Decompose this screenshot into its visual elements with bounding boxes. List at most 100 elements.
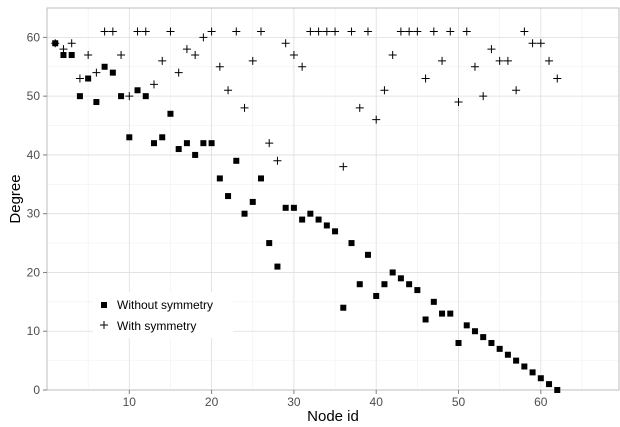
data-point-with-symmetry xyxy=(495,56,504,65)
data-point-without-symmetry xyxy=(249,198,256,205)
data-point-without-symmetry xyxy=(504,351,511,358)
y-tick-label: 30 xyxy=(27,207,41,221)
y-tick-label: 0 xyxy=(33,383,40,397)
y-tick-label: 40 xyxy=(27,148,41,162)
data-point-without-symmetry xyxy=(422,316,429,323)
x-tick-label: 50 xyxy=(452,395,466,409)
data-point-with-symmetry xyxy=(191,51,200,60)
data-point-with-symmetry xyxy=(232,27,241,36)
data-point-without-symmetry xyxy=(397,275,404,282)
data-point-without-symmetry xyxy=(430,298,437,305)
data-point-without-symmetry xyxy=(307,210,314,217)
data-point-without-symmetry xyxy=(290,204,297,211)
data-point-with-symmetry xyxy=(182,45,191,54)
data-point-without-symmetry xyxy=(225,193,232,200)
data-point-with-symmetry xyxy=(84,51,93,60)
data-point-with-symmetry xyxy=(339,162,348,171)
data-point-with-symmetry xyxy=(158,56,167,65)
data-point-without-symmetry xyxy=(455,339,462,346)
data-point-with-symmetry xyxy=(240,103,249,112)
data-point-with-symmetry xyxy=(454,98,463,107)
data-point-without-symmetry xyxy=(216,175,223,182)
data-point-without-symmetry xyxy=(414,287,421,294)
data-point-without-symmetry xyxy=(315,216,322,223)
data-point-with-symmetry xyxy=(166,27,175,36)
data-point-without-symmetry xyxy=(134,87,141,94)
data-point-with-symmetry xyxy=(281,39,290,48)
data-point-without-symmetry xyxy=(340,304,347,311)
data-point-with-symmetry xyxy=(545,56,554,65)
data-point-with-symmetry xyxy=(199,33,208,42)
data-point-with-symmetry xyxy=(553,74,562,83)
data-point-with-symmetry xyxy=(487,45,496,54)
data-point-with-symmetry xyxy=(355,103,364,112)
data-point-without-symmetry xyxy=(175,146,182,153)
data-point-without-symmetry xyxy=(471,328,478,335)
data-point-without-symmetry xyxy=(488,339,495,346)
data-point-with-symmetry xyxy=(536,39,545,48)
data-point-with-symmetry xyxy=(224,86,233,95)
legend-label-without-symmetry: Without symmetry xyxy=(117,298,213,312)
data-point-without-symmetry xyxy=(159,134,166,141)
data-point-with-symmetry xyxy=(470,62,479,71)
legend-box xyxy=(93,292,233,338)
data-point-without-symmetry xyxy=(208,140,215,147)
data-point-without-symmetry xyxy=(150,140,157,147)
data-point-without-symmetry xyxy=(356,281,363,288)
data-point-with-symmetry xyxy=(520,27,529,36)
x-tick-label: 40 xyxy=(370,395,384,409)
data-point-with-symmetry xyxy=(405,27,414,36)
data-point-without-symmetry xyxy=(85,75,92,82)
data-point-without-symmetry xyxy=(126,134,133,141)
y-tick-label: 50 xyxy=(27,89,41,103)
data-point-without-symmetry xyxy=(447,310,454,317)
data-point-with-symmetry xyxy=(372,115,381,124)
data-point-with-symmetry xyxy=(141,27,150,36)
data-point-with-symmetry xyxy=(438,56,447,65)
data-points xyxy=(51,27,562,393)
data-point-with-symmetry xyxy=(322,27,331,36)
data-point-without-symmetry xyxy=(521,363,528,370)
data-point-without-symmetry xyxy=(76,93,83,100)
data-point-without-symmetry xyxy=(167,110,174,117)
data-point-without-symmetry xyxy=(373,292,380,299)
data-point-with-symmetry xyxy=(256,27,265,36)
data-point-with-symmetry xyxy=(421,74,430,83)
data-point-without-symmetry xyxy=(381,281,388,288)
data-point-without-symmetry xyxy=(480,334,487,341)
data-point-without-symmetry xyxy=(513,357,520,364)
data-point-without-symmetry xyxy=(364,251,371,258)
data-point-with-symmetry xyxy=(248,56,257,65)
data-point-without-symmetry xyxy=(60,52,67,59)
data-point-with-symmetry xyxy=(108,27,117,36)
data-point-without-symmetry xyxy=(554,387,561,393)
data-point-without-symmetry xyxy=(463,322,470,329)
data-point-with-symmetry xyxy=(314,27,323,36)
data-point-without-symmetry xyxy=(241,210,248,217)
data-point-with-symmetry xyxy=(149,80,158,89)
data-point-with-symmetry xyxy=(413,27,422,36)
legend: Without symmetry With symmetry xyxy=(93,292,233,338)
data-point-without-symmetry xyxy=(93,99,100,106)
data-point-with-symmetry xyxy=(174,68,183,77)
data-point-with-symmetry xyxy=(51,39,60,48)
data-point-with-symmetry xyxy=(125,92,134,101)
data-point-without-symmetry xyxy=(546,381,553,388)
data-point-without-symmetry xyxy=(266,240,273,247)
data-point-without-symmetry xyxy=(496,345,503,352)
data-point-without-symmetry xyxy=(299,216,306,223)
legend-label-with-symmetry: With symmetry xyxy=(117,319,196,333)
data-point-with-symmetry xyxy=(429,27,438,36)
data-point-with-symmetry xyxy=(100,27,109,36)
data-point-with-symmetry xyxy=(380,86,389,95)
data-point-with-symmetry xyxy=(446,27,455,36)
y-axis-title: Degree xyxy=(7,174,24,223)
data-point-without-symmetry xyxy=(257,175,264,182)
x-tick-label: 30 xyxy=(287,395,301,409)
data-point-without-symmetry xyxy=(332,228,339,235)
data-point-with-symmetry xyxy=(289,51,298,60)
axis-ticks: 10 20 30 40 50 60 0 10 20 30 40 50 60 xyxy=(27,30,548,409)
plot-border xyxy=(46,7,620,391)
data-point-with-symmetry xyxy=(388,51,397,60)
